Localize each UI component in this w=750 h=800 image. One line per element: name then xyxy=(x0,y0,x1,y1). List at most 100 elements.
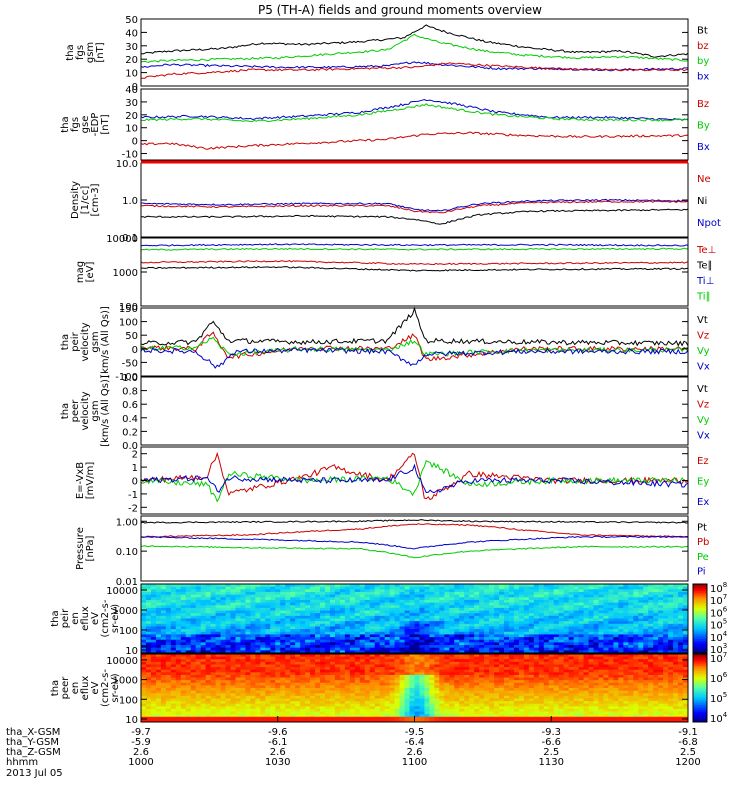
spectrogram-cell xyxy=(245,615,251,619)
spectrogram-cell xyxy=(479,647,485,651)
spectrogram-cell xyxy=(429,594,435,598)
spectrogram-cell xyxy=(384,682,391,686)
spectrogram-cell xyxy=(593,594,599,598)
spectrogram-cell xyxy=(668,594,674,598)
spectrogram-cell xyxy=(160,688,167,692)
spectrogram-cell xyxy=(474,591,480,596)
spectrogram-cell xyxy=(170,639,177,643)
spectrogram-cell xyxy=(141,659,147,663)
spectrogram-cell xyxy=(643,586,649,590)
spectrogram-cell xyxy=(369,672,376,676)
series-line-efield-Ez xyxy=(140,451,689,501)
spectrogram-cell xyxy=(145,695,152,699)
y-label-line: tha xyxy=(60,116,71,132)
spectrogram-cell xyxy=(359,602,366,606)
spectrogram-cell xyxy=(588,639,594,643)
spectrogram-cell xyxy=(469,701,475,705)
spectrogram-cell xyxy=(653,626,659,630)
spectrogram-cell xyxy=(449,591,455,596)
spectrogram-cell xyxy=(160,664,167,668)
spectrogram-cell xyxy=(280,647,286,651)
spectrogram-cell xyxy=(150,597,157,601)
spectrogram-cell xyxy=(508,629,515,633)
spectrogram-cell xyxy=(374,664,381,668)
spectrogram-cell xyxy=(469,698,475,702)
spectrogram-cell xyxy=(459,645,465,649)
spectrogram-cell xyxy=(170,669,177,673)
spectrogram-cell xyxy=(329,654,336,658)
spectrogram-cell xyxy=(200,631,207,635)
spectrogram-cell xyxy=(344,584,351,588)
spectrogram-cell xyxy=(369,589,376,593)
spectrogram-cell xyxy=(409,639,415,643)
spectrogram-cell xyxy=(508,647,515,651)
spectrogram-peir_spec xyxy=(141,584,689,654)
spectrogram-cell xyxy=(568,645,575,649)
spectrogram-cell xyxy=(205,659,212,663)
spectrogram-cell xyxy=(538,621,545,625)
colorbar-swatch xyxy=(693,589,707,592)
spectrogram-cell xyxy=(364,634,371,638)
spectrogram-cell xyxy=(315,669,321,673)
spectrogram-cell xyxy=(295,621,301,625)
spectrogram-cell xyxy=(553,599,560,603)
spectrogram-cell xyxy=(424,706,430,710)
spectrogram-cell xyxy=(653,618,659,622)
spectrogram-cell xyxy=(165,599,172,603)
spectrogram-cell xyxy=(290,629,296,633)
spectrogram-cell xyxy=(315,602,321,606)
spectrogram-cell xyxy=(429,642,435,646)
spectrogram-cell xyxy=(275,623,281,627)
spectrogram-cell xyxy=(593,634,599,638)
spectrogram-cell xyxy=(250,674,256,678)
spectrogram-cell xyxy=(678,629,684,633)
spectrogram-cell xyxy=(220,656,226,660)
spectrogram-cell xyxy=(484,639,490,643)
spectrogram-cell xyxy=(260,698,266,702)
spectrogram-cell xyxy=(369,647,376,651)
spectrogram-cell xyxy=(648,623,654,627)
spectrogram-cell xyxy=(419,654,425,658)
spectrogram-cell xyxy=(230,589,236,593)
spectrogram-cell xyxy=(310,618,316,622)
spectrogram-cell xyxy=(200,629,207,633)
spectrogram-cell xyxy=(484,688,490,692)
spectrogram-cell xyxy=(459,631,465,635)
spectrogram-cell xyxy=(349,695,356,699)
spectrogram-cell xyxy=(339,631,346,635)
spectrogram-cell xyxy=(339,597,346,601)
spectrogram-cell xyxy=(484,682,490,686)
spectrogram-cell xyxy=(175,677,182,681)
spectrogram-cell xyxy=(349,693,356,697)
spectrogram-cell xyxy=(290,706,296,710)
spectrogram-cell xyxy=(444,618,450,622)
spectrogram-cell xyxy=(320,637,326,641)
spectrogram-cell xyxy=(150,654,157,658)
spectrogram-cell xyxy=(469,597,475,601)
spectrogram-cell xyxy=(200,716,207,720)
spectrogram-cell xyxy=(394,615,400,619)
spectrogram-cell xyxy=(439,626,445,630)
spectrogram-cell xyxy=(474,584,480,588)
spectrogram-cell xyxy=(474,688,480,692)
spectrogram-cell xyxy=(678,631,684,635)
spectrogram-cell xyxy=(583,637,589,641)
spectrogram-cell xyxy=(220,618,226,622)
spectrogram-cell xyxy=(653,637,659,641)
spectrogram-cell xyxy=(285,631,291,635)
spectrogram-cell xyxy=(374,629,381,633)
spectrogram-cell xyxy=(359,693,366,697)
spectrogram-cell xyxy=(320,656,326,660)
spectrogram-cell xyxy=(424,703,430,707)
spectrogram-cell xyxy=(295,656,301,660)
spectrogram-cell xyxy=(449,714,455,718)
spectrogram-cell xyxy=(583,645,589,649)
spectrogram-cell xyxy=(678,621,684,625)
spectrogram-cell xyxy=(499,626,505,630)
spectrogram-cell xyxy=(334,695,341,699)
spectrogram-cell xyxy=(593,615,599,619)
spectrogram-cell xyxy=(663,605,669,609)
spectrogram-cell xyxy=(394,716,400,720)
spectrogram-cell xyxy=(175,708,182,712)
spectrogram-cell xyxy=(454,589,460,593)
